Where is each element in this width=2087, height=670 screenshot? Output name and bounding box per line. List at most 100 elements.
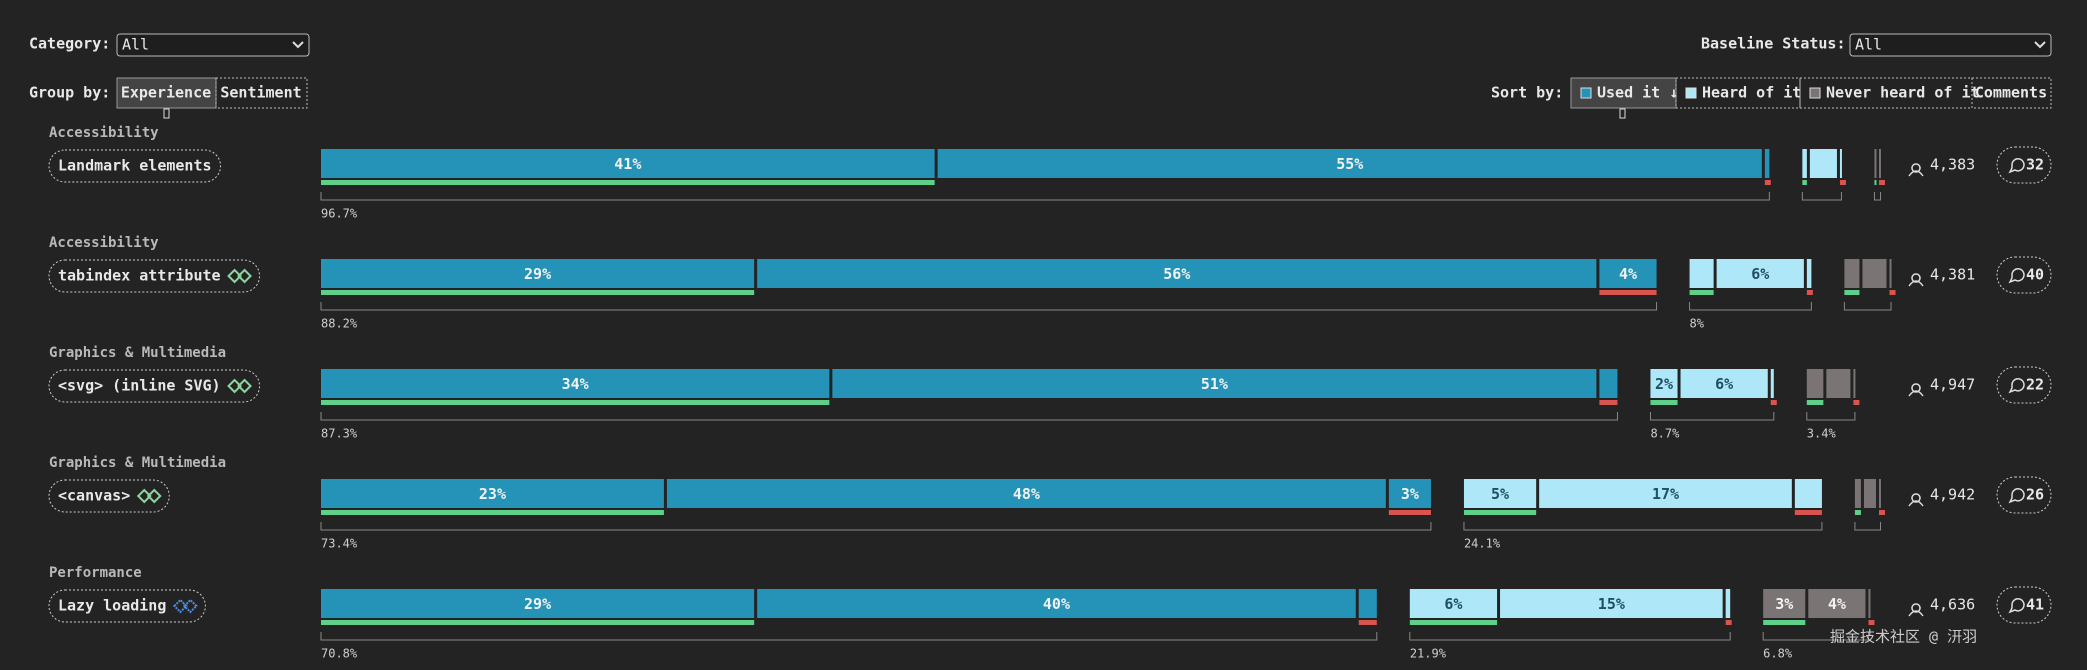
category-select[interactable]: All (116, 33, 310, 57)
negative-underline (1794, 510, 1822, 515)
sort-comments[interactable]: Comments (1971, 77, 2052, 109)
group-bracket (1854, 522, 1881, 531)
users-count: 4,383 (1930, 156, 1975, 174)
bar-segment (321, 369, 830, 398)
comments-button[interactable]: 32 (1996, 146, 2052, 184)
negative-underline (1388, 510, 1431, 515)
category-value[interactable]: All (122, 36, 149, 54)
feature-pill[interactable]: <svg> (inline SVG) (48, 369, 261, 403)
comments-border[interactable] (1996, 476, 2052, 514)
group-bracket (1689, 302, 1812, 311)
bar-segment (1764, 149, 1770, 178)
pill-border[interactable] (48, 259, 261, 293)
positive-underline (1802, 180, 1807, 185)
group-bracket (1463, 522, 1823, 531)
positive-underline (1463, 510, 1537, 515)
segment-label: 4% (1828, 595, 1846, 613)
baseline-select[interactable]: All (1849, 33, 2052, 57)
sort-by-label: Sort by: (1491, 84, 1563, 102)
segment-label: 6% (1715, 375, 1733, 393)
group-total: 87.3% (321, 427, 358, 441)
focus-marker (163, 108, 170, 119)
comments-count[interactable]: 32 (2026, 156, 2044, 174)
comment-icon (2008, 158, 2025, 174)
segment-label: 40% (1043, 595, 1070, 613)
negative-underline (1878, 510, 1885, 515)
group-bracket (1762, 632, 1869, 641)
pill-border[interactable] (48, 479, 170, 513)
positive-underline (1763, 620, 1806, 625)
segment-label: 6% (1751, 265, 1769, 283)
positive-underline (1854, 510, 1861, 515)
baseline-icon (172, 598, 198, 614)
negative-underline (1839, 180, 1846, 185)
comments-count[interactable]: 26 (2026, 486, 2044, 504)
pill-border[interactable] (48, 589, 206, 623)
positive-underline (321, 400, 830, 405)
segment-label: 4% (1619, 265, 1637, 283)
comments-border[interactable] (1996, 366, 2052, 404)
comments-count[interactable]: 22 (2026, 376, 2044, 394)
button-label[interactable]: Sentiment (220, 84, 301, 102)
button-label[interactable]: Never heard of it (1826, 84, 1980, 102)
feature-pill[interactable]: <canvas> (48, 479, 170, 513)
comments-button[interactable]: 26 (1996, 476, 2052, 514)
feature-pill[interactable]: Lazy loading (48, 589, 206, 623)
group-bracket (1409, 632, 1731, 641)
bar-segment (1770, 369, 1774, 398)
group-by-label: Group by: (29, 84, 110, 102)
group-bracket (1806, 412, 1856, 421)
users-count: 4,381 (1930, 266, 1975, 284)
feature-pill[interactable]: tabindex attribute (48, 259, 261, 293)
negative-underline (1764, 180, 1771, 185)
comments-button[interactable]: 40 (1996, 256, 2052, 294)
row-category: Graphics & Multimedia (49, 455, 226, 471)
bar-segment (1808, 589, 1866, 618)
group-total: 24.1% (1464, 537, 1501, 551)
feature-name[interactable]: <canvas> (58, 487, 130, 505)
bar-segment (1844, 259, 1860, 288)
feature-name[interactable]: <svg> (inline SVG) (58, 377, 221, 395)
comments-border[interactable] (1996, 586, 2052, 624)
pill-border[interactable] (48, 149, 222, 183)
bar-segment (321, 259, 755, 288)
comment-icon (2008, 488, 2025, 504)
pill-border[interactable] (48, 369, 261, 403)
bar-segment (1358, 589, 1377, 618)
negative-underline (1868, 620, 1875, 625)
positive-underline (1844, 290, 1860, 295)
comments-button[interactable]: 22 (1996, 366, 2052, 404)
comments-count[interactable]: 41 (2026, 596, 2044, 614)
feature-name[interactable]: tabindex attribute (58, 267, 221, 285)
feature-pill[interactable]: Landmark elements (48, 149, 222, 183)
group-total: 88.2% (321, 317, 358, 331)
baseline-value[interactable]: All (1855, 36, 1882, 54)
comments-border[interactable] (1996, 256, 2052, 294)
button-label[interactable]: Comments (1975, 84, 2047, 102)
bar-segment (832, 369, 1597, 398)
group-bracket (1873, 192, 1881, 201)
sort-never[interactable]: Never heard of it (1799, 77, 1980, 109)
bar-segment (666, 479, 1386, 508)
sort-used[interactable]: Used it ↓ (1570, 77, 1678, 109)
feature-name[interactable]: Landmark elements (58, 157, 212, 175)
comment-icon (2008, 268, 2025, 284)
row-category: Accessibility (49, 125, 159, 141)
bar-segment (1725, 589, 1731, 618)
button-label[interactable]: Experience (121, 84, 211, 102)
users-icon (1908, 603, 1924, 617)
bar-segment (321, 479, 664, 508)
comments-border[interactable] (1996, 146, 2052, 184)
button-label[interactable]: Used it ↓ (1597, 84, 1678, 102)
group-by-sentiment[interactable]: Sentiment (215, 77, 308, 109)
group-by-experience[interactable]: Experience (116, 77, 217, 109)
negative-underline (1725, 620, 1732, 625)
bar-segment (1599, 369, 1618, 398)
comments-count[interactable]: 40 (2026, 266, 2044, 284)
feature-name[interactable]: Lazy loading (58, 597, 166, 615)
group-total: 8.7% (1650, 427, 1680, 441)
button-label[interactable]: Heard of it (1702, 84, 1801, 102)
comments-button[interactable]: 41 (1996, 586, 2052, 624)
sort-heard[interactable]: Heard of it (1675, 77, 1801, 109)
